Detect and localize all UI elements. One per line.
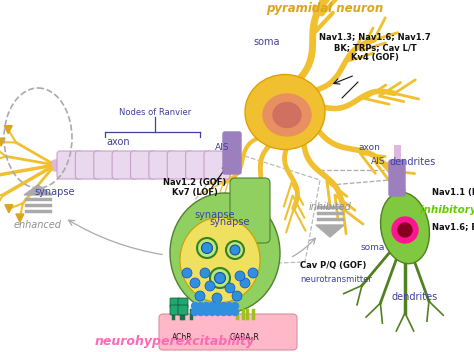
Circle shape <box>191 308 199 315</box>
Polygon shape <box>16 214 24 222</box>
FancyBboxPatch shape <box>75 151 101 179</box>
Text: inhibitory neuron: inhibitory neuron <box>420 205 474 215</box>
Text: axon: axon <box>358 144 380 152</box>
Circle shape <box>226 302 233 309</box>
Text: axon: axon <box>106 137 130 147</box>
Circle shape <box>203 308 210 315</box>
FancyBboxPatch shape <box>149 151 175 179</box>
Ellipse shape <box>210 268 230 288</box>
Ellipse shape <box>170 193 280 313</box>
Text: neurohyperexcitability: neurohyperexcitability <box>95 335 255 348</box>
FancyBboxPatch shape <box>94 151 120 179</box>
Text: AIS: AIS <box>215 144 229 152</box>
FancyBboxPatch shape <box>178 305 188 315</box>
FancyBboxPatch shape <box>167 151 193 179</box>
Text: enhanced: enhanced <box>14 220 62 230</box>
FancyBboxPatch shape <box>223 132 241 174</box>
Text: AIS: AIS <box>371 157 385 166</box>
Text: synapse: synapse <box>210 217 250 227</box>
FancyBboxPatch shape <box>159 314 297 350</box>
Ellipse shape <box>201 243 212 253</box>
Circle shape <box>191 302 199 309</box>
FancyBboxPatch shape <box>112 151 138 179</box>
Ellipse shape <box>205 281 215 291</box>
Ellipse shape <box>212 293 222 303</box>
Circle shape <box>203 302 210 309</box>
Circle shape <box>220 302 227 309</box>
Text: Nav1.3; Nav1.6; Nav1.7
BK; TRPs; Cav L/T
Kv4 (GOF): Nav1.3; Nav1.6; Nav1.7 BK; TRPs; Cav L/T… <box>319 32 431 62</box>
Ellipse shape <box>392 217 418 243</box>
Text: inhibited: inhibited <box>309 202 351 212</box>
Ellipse shape <box>398 223 412 237</box>
Ellipse shape <box>230 245 240 255</box>
Circle shape <box>231 302 238 309</box>
Ellipse shape <box>245 75 325 150</box>
Ellipse shape <box>180 218 260 302</box>
Polygon shape <box>4 126 12 134</box>
Text: Nav1.6; BK (LOF): Nav1.6; BK (LOF) <box>432 223 474 232</box>
Text: synapse: synapse <box>195 210 235 220</box>
Circle shape <box>231 308 238 315</box>
FancyBboxPatch shape <box>186 151 211 179</box>
Ellipse shape <box>240 278 250 288</box>
Ellipse shape <box>263 94 311 136</box>
Ellipse shape <box>273 102 301 127</box>
Text: Cav P/Q (GOF): Cav P/Q (GOF) <box>300 261 366 270</box>
FancyBboxPatch shape <box>170 305 180 315</box>
Ellipse shape <box>182 268 192 278</box>
Circle shape <box>214 302 221 309</box>
Text: synapse: synapse <box>35 187 75 197</box>
Ellipse shape <box>235 271 245 281</box>
Text: dendrites: dendrites <box>390 157 436 167</box>
Text: Nodes of Ranvier: Nodes of Ranvier <box>119 108 191 117</box>
Circle shape <box>209 302 216 309</box>
FancyBboxPatch shape <box>170 298 180 308</box>
Ellipse shape <box>225 283 235 293</box>
FancyBboxPatch shape <box>130 151 156 179</box>
Text: neurotransmitter: neurotransmitter <box>300 275 372 284</box>
Ellipse shape <box>195 291 205 301</box>
Ellipse shape <box>190 278 200 288</box>
Ellipse shape <box>200 268 210 278</box>
FancyBboxPatch shape <box>230 178 270 243</box>
Polygon shape <box>24 185 52 195</box>
Polygon shape <box>316 225 344 237</box>
Ellipse shape <box>215 272 226 283</box>
Polygon shape <box>0 138 5 146</box>
Text: soma: soma <box>361 244 385 252</box>
Text: dendrites: dendrites <box>392 292 438 302</box>
Ellipse shape <box>232 291 242 301</box>
Circle shape <box>220 308 227 315</box>
FancyBboxPatch shape <box>204 151 230 179</box>
Circle shape <box>197 302 204 309</box>
Ellipse shape <box>226 241 244 259</box>
Polygon shape <box>5 205 13 213</box>
Text: pyramidal neuron: pyramidal neuron <box>266 2 383 15</box>
Circle shape <box>214 308 221 315</box>
Ellipse shape <box>248 268 258 278</box>
Circle shape <box>197 308 204 315</box>
Text: soma: soma <box>253 37 280 47</box>
Text: AChR: AChR <box>172 333 192 342</box>
FancyBboxPatch shape <box>389 160 405 196</box>
Text: Nav1.2 (GOF)
Kv7 (LOF): Nav1.2 (GOF) Kv7 (LOF) <box>164 178 227 197</box>
Ellipse shape <box>381 192 429 264</box>
Text: GABAₐR: GABAₐR <box>230 333 260 342</box>
Ellipse shape <box>197 238 217 258</box>
FancyBboxPatch shape <box>57 151 83 179</box>
Circle shape <box>209 308 216 315</box>
FancyBboxPatch shape <box>178 298 188 308</box>
Circle shape <box>226 308 233 315</box>
Text: Nav1.1 (LOF): Nav1.1 (LOF) <box>432 188 474 197</box>
